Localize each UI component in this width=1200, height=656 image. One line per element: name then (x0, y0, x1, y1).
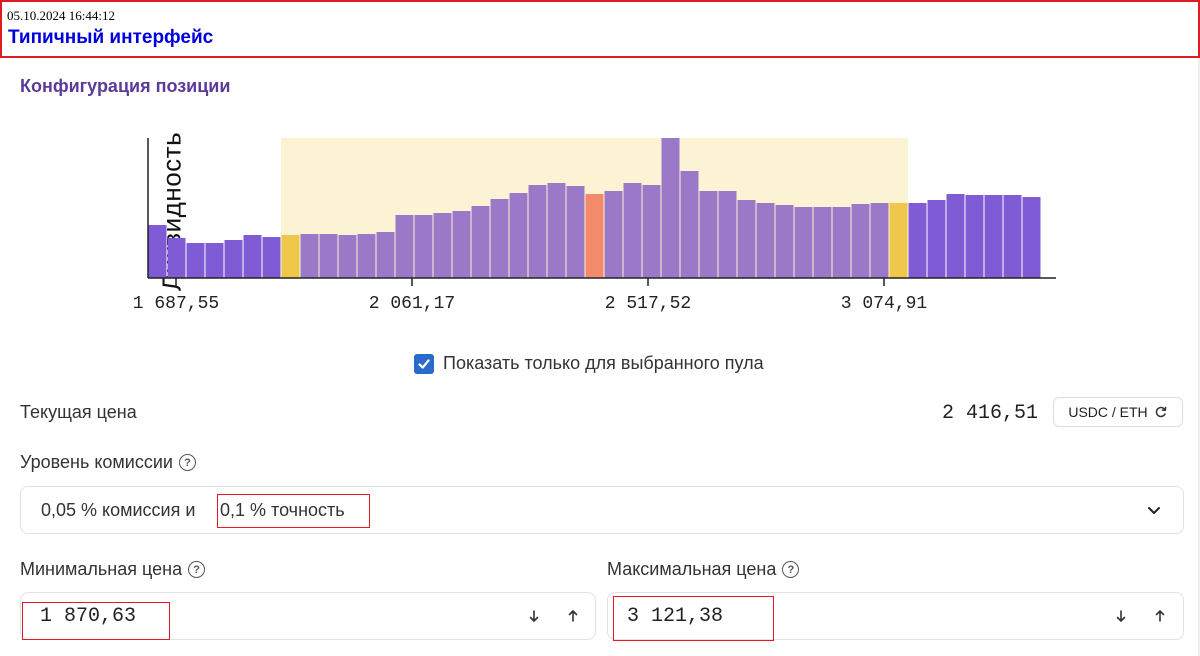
liquidity-chart[interactable]: 1 687,55 2 061,17 2 517,52 3 074,91 (100, 128, 1060, 328)
liquidity-bar (908, 203, 927, 278)
liquidity-bar (1022, 197, 1041, 278)
liquidity-bar (319, 234, 338, 278)
liquidity-bar (718, 191, 737, 278)
min-price-input[interactable]: 1 870,63 (20, 592, 596, 640)
liquidity-bar (376, 232, 395, 278)
liquidity-bar (357, 234, 376, 278)
check-icon (418, 358, 430, 369)
fee-help-icon[interactable]: ? (178, 454, 196, 471)
max-price-label: Максимальная цена (607, 559, 777, 579)
min-price-value: 1 870,63 (40, 605, 137, 628)
min-price-help-icon[interactable]: ? (188, 561, 206, 578)
liquidity-bar (832, 207, 851, 278)
section-title: Конфигурация позиции (20, 76, 231, 96)
liquidity-bar (433, 213, 452, 278)
highlight-fee-precision (217, 494, 370, 528)
liquidity-bar (509, 193, 528, 278)
liquidity-bar (965, 195, 984, 278)
current-price-label: Текущая цена (20, 402, 137, 422)
max-price-input[interactable]: 3 121,38 (607, 592, 1184, 640)
liquidity-bar (851, 204, 870, 278)
max-price-decrement-arrow-icon[interactable] (1113, 607, 1129, 625)
liquidity-bar (167, 238, 186, 278)
liquidity-bar (661, 138, 680, 278)
liquidity-bar (262, 237, 281, 278)
timestamp: 05.10.2024 16:44:12 (7, 8, 115, 23)
liquidity-bar (490, 199, 509, 278)
fee-label-row: Уровень комиссии ? (20, 452, 196, 473)
position-config-panel: Конфигурация позиции Ликвидность 1 687,5… (0, 58, 1200, 656)
liquidity-bar (395, 215, 414, 278)
liquidity-bar (984, 195, 1003, 278)
header-box: 05.10.2024 16:44:12 Типичный интерфейс (0, 0, 1200, 58)
liquidity-bar (414, 215, 433, 278)
liquidity-bar (300, 234, 319, 278)
x-tick-label: 3 074,91 (841, 294, 927, 314)
current-price-value: 2 416,51 (941, 402, 1038, 425)
pool-filter-checkbox[interactable] (414, 353, 434, 374)
pool-filter-row[interactable]: Показать только для выбранного пула (414, 353, 764, 374)
liquidity-bar (889, 203, 908, 278)
liquidity-bar (946, 194, 965, 278)
liquidity-bar (148, 225, 167, 278)
max-price-help-icon[interactable]: ? (782, 561, 800, 578)
max-price-value: 3 121,38 (627, 605, 724, 628)
min-price-increment-arrow-icon[interactable] (565, 607, 581, 625)
liquidity-bar (205, 243, 224, 278)
max-price-label-row: Максимальная цена ? (607, 559, 800, 580)
liquidity-bar (566, 186, 585, 278)
x-tick-label: 2 517,52 (605, 294, 691, 314)
liquidity-bar (338, 235, 357, 278)
liquidity-bar (794, 207, 813, 278)
liquidity-bar (737, 200, 756, 278)
liquidity-bar (452, 211, 471, 278)
liquidity-bar (699, 191, 718, 278)
liquidity-bar (471, 206, 490, 278)
liquidity-bar (547, 183, 566, 278)
fee-tier-select[interactable]: 0,05 % комиссия и 0,1 % точность (20, 486, 1184, 534)
min-price-label-row: Минимальная цена ? (20, 559, 206, 580)
fee-label: Уровень комиссии (20, 452, 173, 472)
pair-toggle-button[interactable]: USDC / ETH (1053, 397, 1183, 427)
liquidity-bar (1003, 195, 1022, 278)
liquidity-bar (756, 203, 775, 278)
max-price-increment-arrow-icon[interactable] (1152, 607, 1168, 625)
current-price-label-row: Текущая цена (20, 402, 137, 423)
liquidity-bar (186, 243, 205, 278)
refresh-icon (1155, 406, 1167, 418)
liquidity-bar (775, 205, 794, 278)
fee-selected-text: 0,05 % комиссия и (41, 500, 196, 520)
liquidity-bar (623, 183, 642, 278)
liquidity-bar (604, 191, 623, 278)
liquidity-bar (642, 185, 661, 278)
liquidity-bar (243, 235, 262, 278)
liquidity-bar (224, 240, 243, 278)
liquidity-bar (870, 203, 889, 278)
x-tick-label: 1 687,55 (133, 294, 219, 314)
min-price-decrement-arrow-icon[interactable] (526, 607, 542, 625)
liquidity-bar (680, 171, 699, 278)
liquidity-bar (927, 200, 946, 278)
highlight-min-price (22, 602, 170, 640)
liquidity-bar (281, 235, 300, 278)
liquidity-bar (528, 185, 547, 278)
pool-filter-label: Показать только для выбранного пула (443, 353, 764, 373)
fee-precision-text: 0,1 % точность (220, 500, 345, 520)
pair-label: USDC / ETH (1068, 404, 1148, 420)
min-price-label: Минимальная цена (20, 559, 183, 579)
liquidity-bar (813, 207, 832, 278)
chevron-down-icon (1148, 507, 1160, 514)
x-tick-label: 2 061,17 (369, 294, 455, 314)
highlight-max-price (613, 596, 774, 641)
liquidity-bar (585, 194, 604, 278)
header-title: Типичный интерфейс (8, 27, 214, 48)
